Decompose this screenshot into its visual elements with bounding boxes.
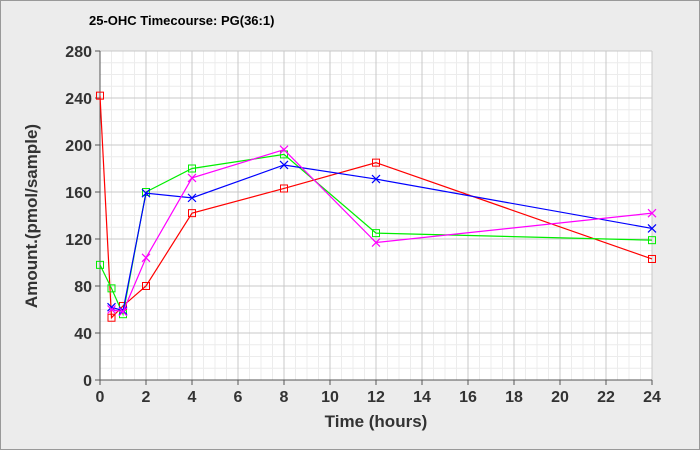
y-tick-label: 280 — [65, 44, 92, 61]
data-point-blue — [279, 160, 289, 170]
y-tick-label: 160 — [65, 185, 92, 202]
data-point-magenta — [371, 238, 381, 247]
x-tick-label: 10 — [321, 389, 339, 406]
y-tick-label: 240 — [65, 91, 92, 108]
data-point-green — [372, 229, 380, 238]
data-point-red — [648, 254, 656, 263]
x-tick-label: 2 — [142, 389, 151, 406]
data-point-magenta — [647, 208, 657, 218]
y-tick-label: 80 — [74, 279, 92, 296]
data-point-red — [142, 282, 150, 290]
data-point-green — [648, 236, 656, 245]
data-point-magenta — [107, 305, 116, 314]
data-point-green — [107, 284, 116, 293]
data-point-blue — [647, 224, 657, 233]
x-tick-label: 22 — [597, 389, 615, 406]
data-point-green — [280, 150, 288, 159]
data-point-blue — [371, 174, 381, 184]
data-point-red — [96, 91, 104, 100]
x-tick-label: 12 — [367, 389, 385, 406]
x-tick-label: 0 — [96, 389, 105, 406]
data-point-blue — [187, 193, 197, 203]
x-tick-label: 14 — [413, 389, 431, 406]
x-tick-label: 6 — [234, 389, 243, 406]
x-tick-label: 8 — [280, 389, 289, 406]
data-point-red — [188, 209, 196, 218]
chart-title: 25-OHC Timecourse: PG(36:1) — [89, 13, 274, 28]
data-point-magenta — [279, 145, 289, 155]
data-point-magenta — [118, 307, 128, 317]
x-tick-label: 16 — [459, 389, 477, 406]
data-point-red — [280, 184, 288, 193]
data-point-green — [188, 164, 196, 173]
data-point-green — [96, 260, 104, 269]
x-axis-label: Time (hours) — [325, 412, 428, 431]
data-point-blue — [141, 188, 151, 198]
series-line-green — [99, 153, 653, 317]
data-point-magenta — [187, 173, 197, 183]
y-tick-label: 120 — [65, 232, 92, 249]
y-tick-label: 40 — [74, 326, 92, 343]
x-tick-label: 24 — [643, 389, 661, 406]
series-line-red — [99, 95, 653, 320]
data-point-red — [107, 313, 116, 322]
y-tick-label: 200 — [65, 138, 92, 155]
data-point-magenta — [141, 253, 151, 263]
x-tick-label: 4 — [188, 389, 197, 406]
y-tick-label: 0 — [83, 373, 92, 390]
x-tick-label: 20 — [551, 389, 569, 406]
x-tick-label: 18 — [505, 389, 523, 406]
data-point-red — [372, 158, 380, 167]
y-axis-label: Amount.(pmol/sample) — [22, 124, 41, 308]
